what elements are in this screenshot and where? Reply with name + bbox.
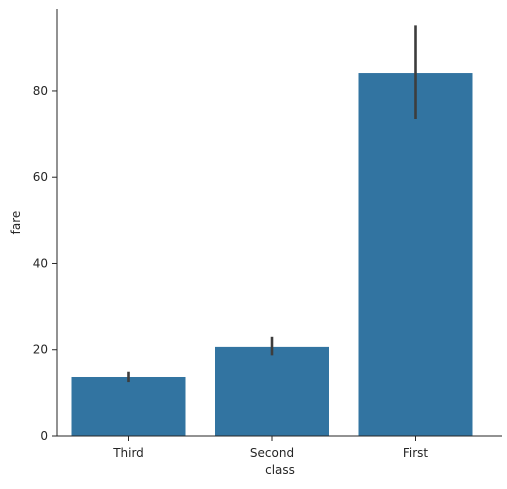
x-axis: Third Second First	[57, 435, 502, 460]
y-tick-label: 60	[33, 170, 48, 184]
x-tick-label: Second	[250, 446, 294, 460]
y-axis-label: fare	[9, 211, 23, 235]
plot-area	[71, 25, 473, 437]
y-tick-label: 0	[40, 429, 48, 443]
y-tick-label: 80	[33, 84, 48, 98]
x-tick-label: Third	[112, 446, 144, 460]
bar-third	[71, 376, 186, 436]
y-tick-label: 40	[33, 256, 48, 270]
bar-first	[358, 73, 473, 437]
y-tick-label: 20	[33, 343, 48, 357]
x-axis-label: class	[265, 463, 295, 477]
x-tick-label: First	[403, 446, 429, 460]
bar-second	[215, 346, 329, 436]
y-axis: 0 20 40 60 80	[33, 9, 58, 443]
